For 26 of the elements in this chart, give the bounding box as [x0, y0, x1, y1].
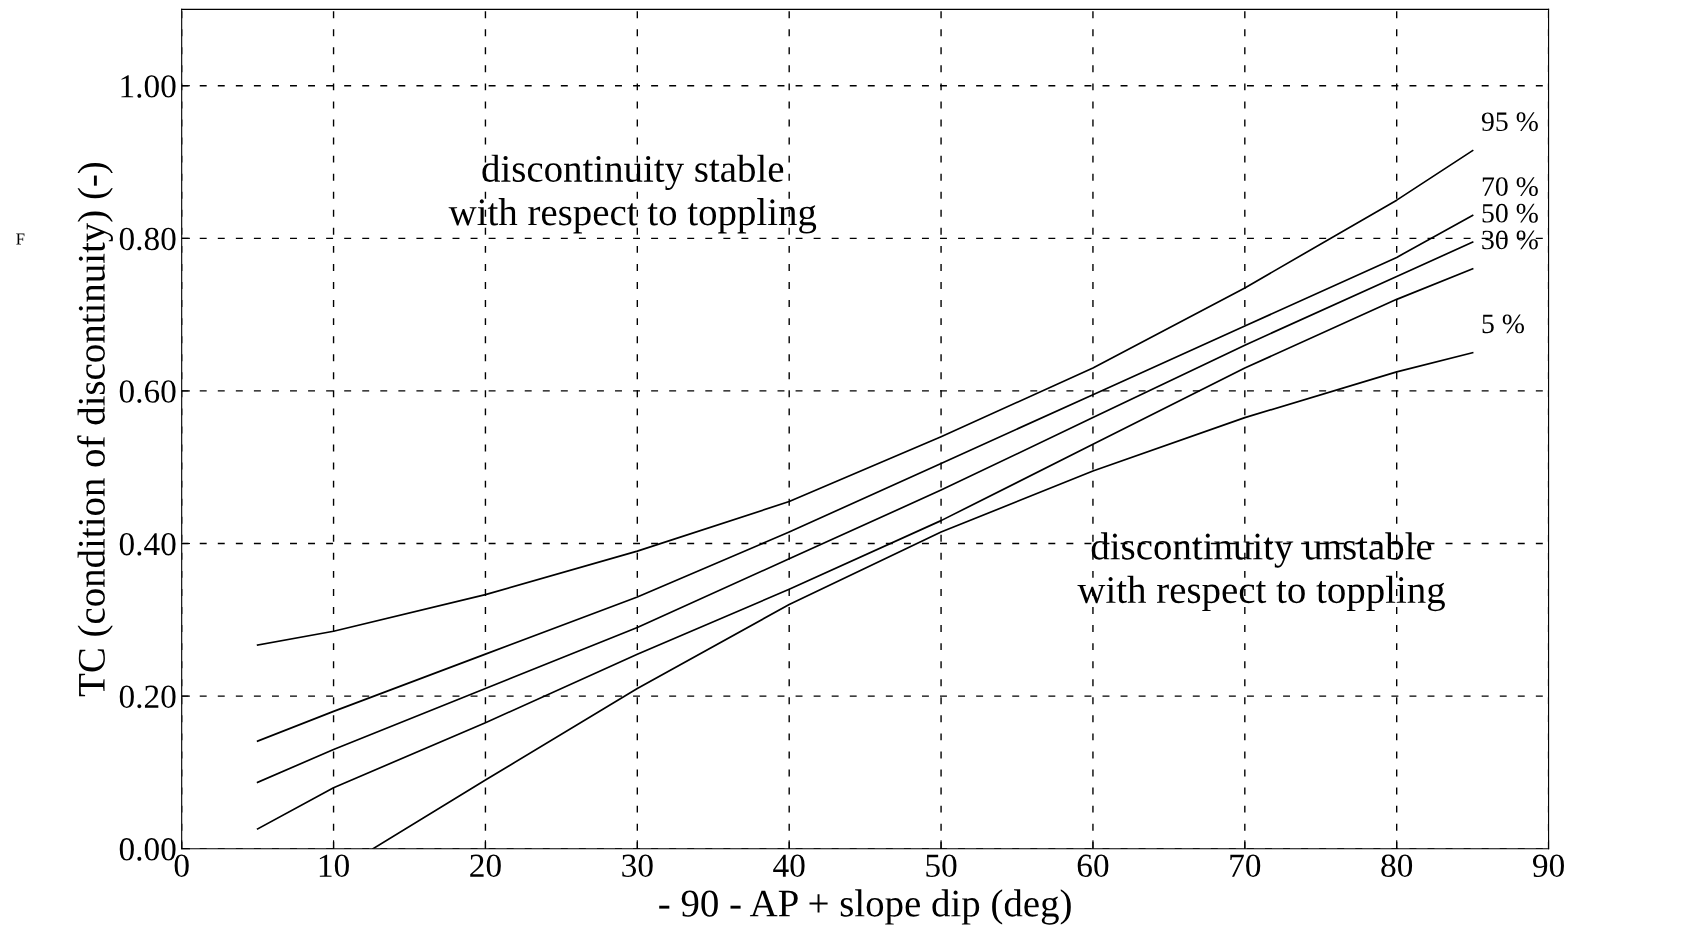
x-tick-label: 70 [1230, 854, 1261, 878]
x-tick-label: 10 [319, 854, 349, 878]
series-label: 50 % [1482, 203, 1538, 223]
x-tick-label: 90 [1532, 854, 1564, 878]
x-axis-title: - 90 - AP + slope dip (deg) [659, 889, 1071, 925]
x-tick-label: 60 [1077, 854, 1109, 878]
y-axis-title: TC (condition of discontinuity) (-) [77, 162, 113, 697]
series-label: 30 % [1482, 230, 1538, 250]
y-tick-label: 0.40 [119, 532, 176, 556]
x-tick-label: 20 [470, 854, 501, 878]
annotation: discontinuity unstable with respect to toppling [1077, 532, 1445, 612]
y-tick-label: 0.00 [119, 838, 176, 861]
series-label: 5 % [1482, 314, 1524, 334]
annotation: discontinuity stable with respect to toppling [448, 154, 817, 234]
y-tick-label: 0.80 [119, 227, 176, 251]
series-label: 95 % [1481, 112, 1538, 132]
text: F [16, 233, 25, 245]
x-tick-label: 80 [1381, 854, 1413, 878]
x-tick-label: 0 [174, 854, 189, 878]
x-tick-label: 30 [622, 854, 653, 878]
x-tick-label: 40 [773, 854, 805, 878]
x-tick-label: 50 [926, 854, 957, 878]
y-tick-label: 1.00 [121, 75, 176, 98]
y-tick-label: 0.20 [119, 685, 176, 709]
series-label: 70 % [1482, 177, 1538, 196]
y-tick-label: 0.60 [119, 380, 176, 403]
